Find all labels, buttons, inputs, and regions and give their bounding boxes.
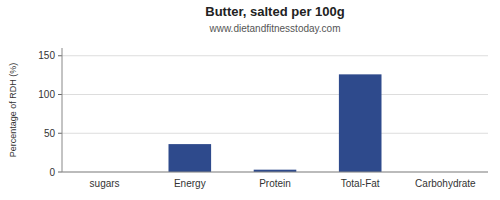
page: {"chart_data": {"type": "bar", "title": …: [0, 0, 500, 200]
grid-line: [62, 55, 488, 56]
y-tick: [58, 172, 62, 173]
y-axis-line: [62, 48, 63, 172]
y-tick: [58, 55, 62, 56]
title: Butter, salted per 100g: [205, 4, 344, 19]
x-axis-line: [62, 172, 488, 173]
bar: [169, 144, 212, 172]
y-ticks: 0 50 100 150: [38, 50, 62, 177]
y-tick-label: 50: [44, 128, 56, 139]
x-tick-label: sugars: [90, 178, 120, 189]
x-ticks: sugars Energy Protein Total-Fat Carbohydrate: [90, 178, 477, 189]
y-tick: [58, 133, 62, 134]
y-tick-label: 0: [49, 167, 55, 178]
y-tick: [58, 94, 62, 95]
grid-line: [62, 94, 488, 95]
grid-line: [62, 133, 488, 134]
x-tick-label: Carbohydrate: [415, 178, 476, 189]
grid: [62, 56, 488, 172]
chart-container: Butter, salted per 100g www.dietandfitnes…: [0, 0, 500, 200]
grid-line: [62, 172, 488, 173]
subtitle: www.dietandfitnesstoday.com: [209, 23, 341, 34]
bars: [169, 74, 382, 172]
y-tick-label: 150: [38, 50, 55, 61]
chart-svg: Butter, salted per 100g www.dietandfitnes…: [0, 0, 500, 200]
y-axis-label: Percentage of RDH (%): [8, 63, 18, 158]
x-tick-label: Total-Fat: [341, 178, 380, 189]
x-tick-label: Energy: [174, 178, 206, 189]
y-tick-label: 100: [38, 89, 55, 100]
x-tick-label: Protein: [259, 178, 291, 189]
bar: [339, 74, 382, 172]
